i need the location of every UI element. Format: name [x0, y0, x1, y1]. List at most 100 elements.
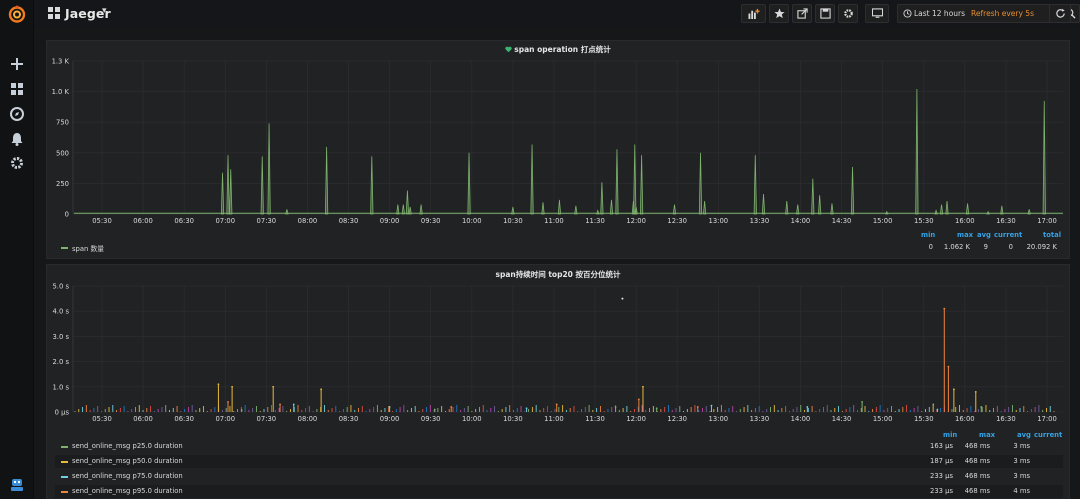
data-spike	[830, 203, 834, 215]
grafana-logo-icon[interactable]	[7, 4, 27, 24]
legend-header-avg[interactable]: avg	[977, 231, 991, 239]
legend-header-current[interactable]: current	[1034, 431, 1063, 439]
data-point	[952, 388, 955, 391]
y-tick-label: 750	[56, 119, 69, 127]
explore-icon[interactable]	[9, 106, 25, 122]
legend-row[interactable]: span 数量 0 1.062 K 9 0 20.092 K	[55, 241, 1063, 254]
data-spike	[915, 89, 919, 215]
x-tick-label: 06:30	[174, 217, 194, 225]
x-tick-label: 14:00	[791, 217, 811, 225]
legend-max: 1.062 K	[943, 243, 970, 251]
clock-icon	[903, 9, 912, 18]
x-tick-label: 11:00	[544, 415, 564, 423]
data-point	[525, 407, 528, 410]
legend-header-max[interactable]: max	[957, 231, 974, 239]
legend-header-total[interactable]: total	[1043, 231, 1062, 239]
x-tick-label: 12:00	[626, 217, 646, 225]
data-spike	[785, 201, 789, 215]
x-tick-label: 11:00	[544, 217, 564, 225]
data-spike	[965, 203, 970, 215]
data-spike	[640, 155, 644, 215]
gear-icon[interactable]	[9, 155, 25, 171]
legend-header-current[interactable]: current	[994, 231, 1023, 239]
data-spike	[596, 209, 600, 215]
dashboards-icon[interactable]	[9, 81, 25, 97]
legend-series-name: send_online_msg p95.0 duration	[72, 487, 183, 495]
x-tick-label: 15:30	[914, 217, 934, 225]
legend-avg: 3 ms	[1013, 457, 1030, 465]
data-spike	[226, 155, 230, 215]
legend-header-avg[interactable]: avg	[1017, 431, 1031, 439]
refresh-button[interactable]	[1049, 4, 1071, 23]
y-tick-label: 1.3 K	[52, 58, 70, 66]
legend-row[interactable]: send_online_msg p95.0 duration 233 µs 468 …	[55, 485, 1063, 498]
time-picker[interactable]: Last 12 hours Refresh every 5s	[897, 4, 1057, 23]
x-tick-label: 06:00	[133, 217, 153, 225]
x-tick-label: 12:00	[626, 415, 646, 423]
span-duration-chart[interactable]: 5.0 s 4.0 s 3.0 s 2.0 s 1.0 s 0 µs 05:30 06:00 0…	[47, 265, 1071, 431]
data-spike	[811, 178, 815, 215]
data-point	[943, 307, 946, 310]
legend-header-min[interactable]: min	[943, 431, 958, 439]
tv-icon	[871, 8, 883, 18]
data-point	[320, 388, 323, 391]
data-spike	[396, 204, 400, 215]
legend-avg: 3 ms	[1013, 472, 1030, 480]
data-spike	[818, 195, 822, 215]
settings-button[interactable]	[838, 4, 858, 23]
data-spike	[285, 209, 289, 215]
time-range-label: Last 12 hours	[914, 9, 966, 18]
panel-title[interactable]: span持续时间 top20 按百分位统计	[495, 270, 621, 279]
tv-mode-button[interactable]	[865, 4, 889, 23]
legend-header-max[interactable]: max	[979, 431, 996, 439]
data-spike	[600, 182, 604, 215]
x-tick-label: 17:00	[1037, 415, 1057, 423]
legend-row[interactable]: send_online_msg p50.0 duration 187 µs 468 …	[55, 455, 1063, 468]
data-spike	[672, 204, 677, 215]
legend-row[interactable]: send_online_msg p25.0 duration 163 µs 468 …	[55, 440, 1063, 453]
panel-title-text: span operation 打点统计	[514, 45, 611, 54]
x-tick-label: 16:00	[955, 415, 975, 423]
legend-min: 163 µs	[930, 442, 953, 450]
x-tick-label: 16:30	[996, 415, 1016, 423]
add-panel-button[interactable]	[741, 4, 766, 23]
span-count-chart[interactable]: 1.3 K 1.0 K 750 500 250 0 05:30 06:00 06:30 07:00…	[47, 41, 1071, 260]
plus-icon[interactable]	[9, 56, 25, 72]
data-spike	[702, 201, 707, 215]
chevron-down-icon[interactable]: ▾	[102, 6, 107, 16]
legend-row[interactable]: send_online_msg p75.0 duration 233 µs 468 …	[55, 470, 1063, 483]
data-spike	[1000, 205, 1004, 215]
data-spike	[609, 199, 614, 215]
series-swatch	[61, 476, 68, 478]
save-button[interactable]	[815, 4, 835, 23]
y-tick-label: 5.0 s	[52, 283, 69, 291]
dashboard-title[interactable]: Jaeger	[65, 6, 111, 21]
series-swatch	[61, 446, 68, 448]
data-spike	[557, 199, 562, 215]
data-point	[806, 406, 809, 408]
legend-header-min[interactable]: min	[921, 231, 936, 239]
legend-avg: 9	[983, 243, 988, 251]
x-tick-label: 13:00	[709, 217, 729, 225]
share-button[interactable]	[792, 4, 812, 23]
navbar: Jaeger ▾ Last 12 hours Refresh every 5s	[34, 0, 1080, 28]
data-spike	[634, 206, 638, 215]
star-button[interactable]	[769, 4, 789, 23]
x-tick-label: 15:30	[914, 415, 934, 423]
data-spike	[220, 172, 225, 215]
legend-min: 233 µs	[930, 472, 953, 480]
user-avatar-icon[interactable]	[9, 477, 25, 493]
x-tick-label: 07:30	[257, 217, 277, 225]
y-tick-label: 0	[65, 211, 69, 219]
bell-icon[interactable]	[9, 131, 25, 147]
data-point	[710, 404, 713, 407]
data-point	[614, 406, 617, 408]
legend-max: 468 ms	[964, 487, 990, 495]
x-tick-label: 14:30	[832, 217, 852, 225]
panel-title[interactable]: span operation 打点统计	[47, 44, 1069, 55]
data-spike	[1027, 209, 1031, 215]
y-tick-label: 0 µs	[55, 409, 70, 417]
heart-icon	[505, 46, 512, 53]
refresh-icon	[1055, 8, 1065, 18]
x-tick-label: 10:00	[462, 415, 482, 423]
